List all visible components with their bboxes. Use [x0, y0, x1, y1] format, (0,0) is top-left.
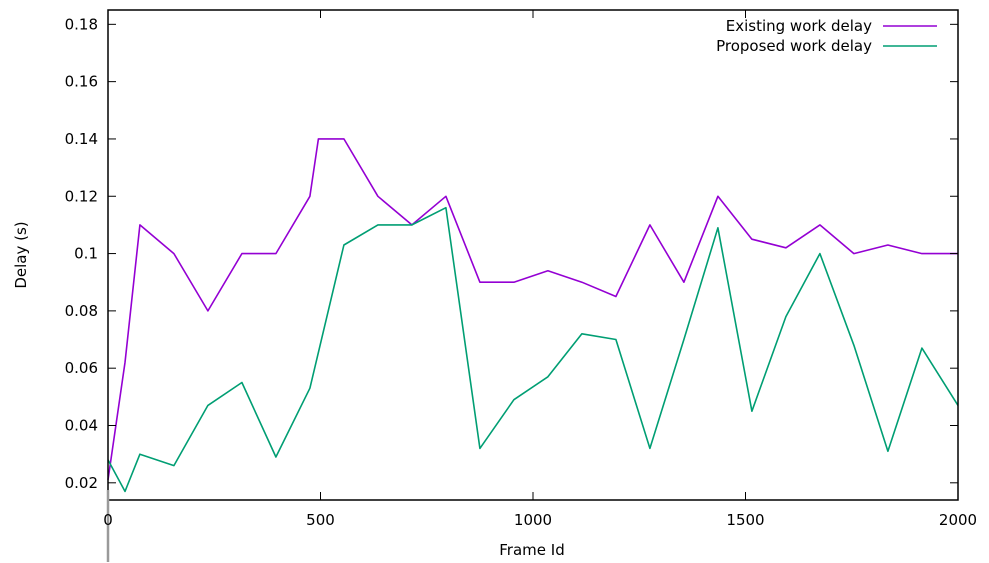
legend: Existing work delay Proposed work delay [716, 17, 937, 55]
plot-lines [107, 138, 959, 493]
series-line-existing [107, 138, 958, 481]
series-line-proposed [107, 206, 959, 493]
y-tick-label: 0.1 [74, 245, 98, 263]
legend-label: Proposed work delay [716, 37, 872, 55]
x-tick-label: 0 [103, 511, 113, 529]
x-tick-label: 1500 [726, 511, 764, 529]
y-tick-label: 0.02 [65, 474, 98, 492]
y-tick-label: 0.06 [65, 359, 98, 377]
x-axis-title: Frame Id [499, 541, 564, 559]
y-tick-label: 0.16 [65, 73, 98, 91]
x-tick-label: 1000 [514, 511, 552, 529]
y-tick-label: 0.08 [65, 302, 98, 320]
y-tick-label: 0.04 [65, 416, 98, 434]
legend-label: Existing work delay [726, 17, 872, 35]
x-tick-label: 2000 [939, 511, 977, 529]
y-axis-title: Delay (s) [12, 221, 30, 288]
tick-labels: 0 500 1000 1500 2000 0.02 0.04 0.06 0.08 0.1 0.12 0… [65, 15, 978, 529]
y-tick-label: 0.18 [65, 15, 98, 33]
y-tick-label: 0.14 [65, 130, 98, 148]
plot-frame [107, 9, 959, 501]
x-tick-label: 500 [306, 511, 335, 529]
y-tick-label: 0.12 [65, 187, 98, 205]
